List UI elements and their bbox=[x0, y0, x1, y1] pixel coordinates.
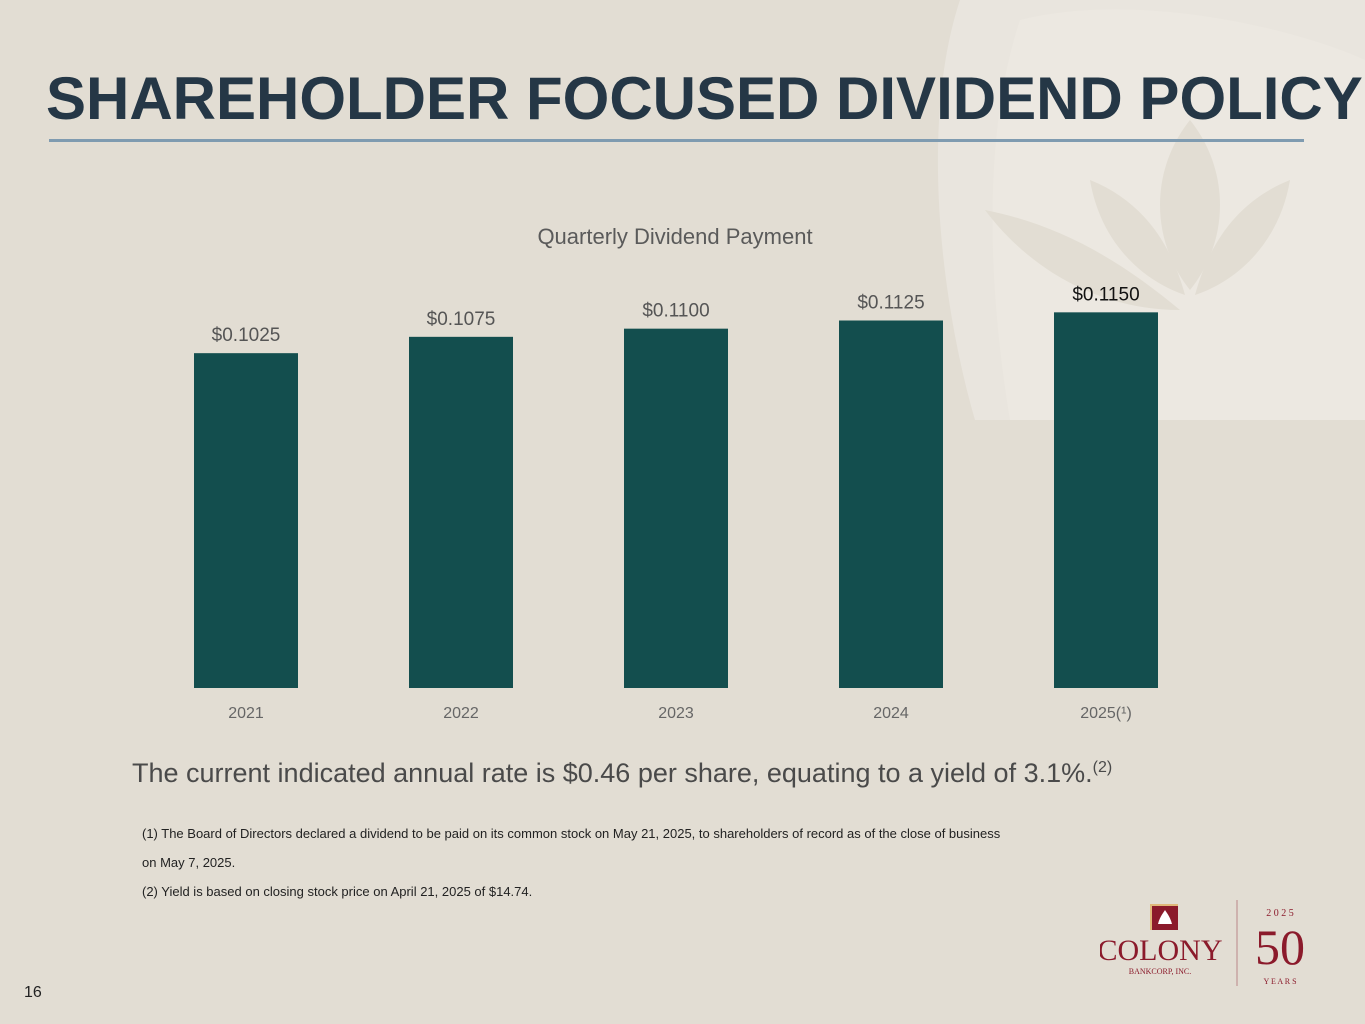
data-label: $0.1150 bbox=[1072, 284, 1139, 305]
title-divider bbox=[49, 139, 1304, 142]
x-tick-label: 2023 bbox=[658, 705, 694, 722]
page-number: 16 bbox=[24, 984, 42, 1001]
logo-sub: BANKCORP, INC. bbox=[1129, 967, 1191, 976]
bar-2024 bbox=[839, 320, 943, 688]
data-label: $0.1075 bbox=[427, 309, 496, 330]
logo-years: Y E A R S bbox=[1263, 977, 1296, 986]
x-tick-label: 2022 bbox=[443, 705, 479, 722]
colony-logo: COLONY BANKCORP, INC. 2 0 2 5 50 Y E A R… bbox=[1100, 900, 1305, 986]
bar-2025(¹) bbox=[1054, 312, 1158, 688]
bar-2022 bbox=[409, 336, 513, 688]
footnote-1-cont: on May 7, 2025. bbox=[142, 855, 236, 870]
logo-name: COLONY bbox=[1100, 934, 1223, 967]
summary-text: The current indicated annual rate is $0.… bbox=[132, 758, 1112, 789]
data-label: $0.1125 bbox=[857, 293, 924, 314]
footnote-1: (1) The Board of Directors declared a di… bbox=[142, 826, 1001, 841]
data-label: $0.1025 bbox=[212, 325, 281, 346]
summary-main: The current indicated annual rate is $0.… bbox=[132, 758, 1093, 788]
x-tick-label: 2025(¹) bbox=[1080, 705, 1132, 722]
page-title: SHAREHOLDER FOCUSED DIVIDEND POLICY bbox=[46, 65, 1363, 132]
x-tick-label: 2024 bbox=[873, 705, 909, 722]
logo-50: 50 bbox=[1255, 919, 1305, 975]
logo-year: 2 0 2 5 bbox=[1266, 908, 1294, 919]
data-label: $0.1100 bbox=[642, 301, 709, 322]
x-tick-label: 2021 bbox=[228, 705, 264, 722]
footnote-2: (2) Yield is based on closing stock pric… bbox=[142, 884, 533, 899]
bar-chart: $0.1025 2021 $0.1075 2022 $0.1100 2023 $0.1125… bbox=[194, 284, 1158, 722]
chart-title: Quarterly Dividend Payment bbox=[537, 224, 813, 249]
summary-footnote-ref: (2) bbox=[1092, 759, 1113, 776]
bar-2023 bbox=[624, 328, 728, 688]
watermark-leaf-icon bbox=[937, 0, 1365, 420]
bar-2021 bbox=[194, 353, 298, 688]
